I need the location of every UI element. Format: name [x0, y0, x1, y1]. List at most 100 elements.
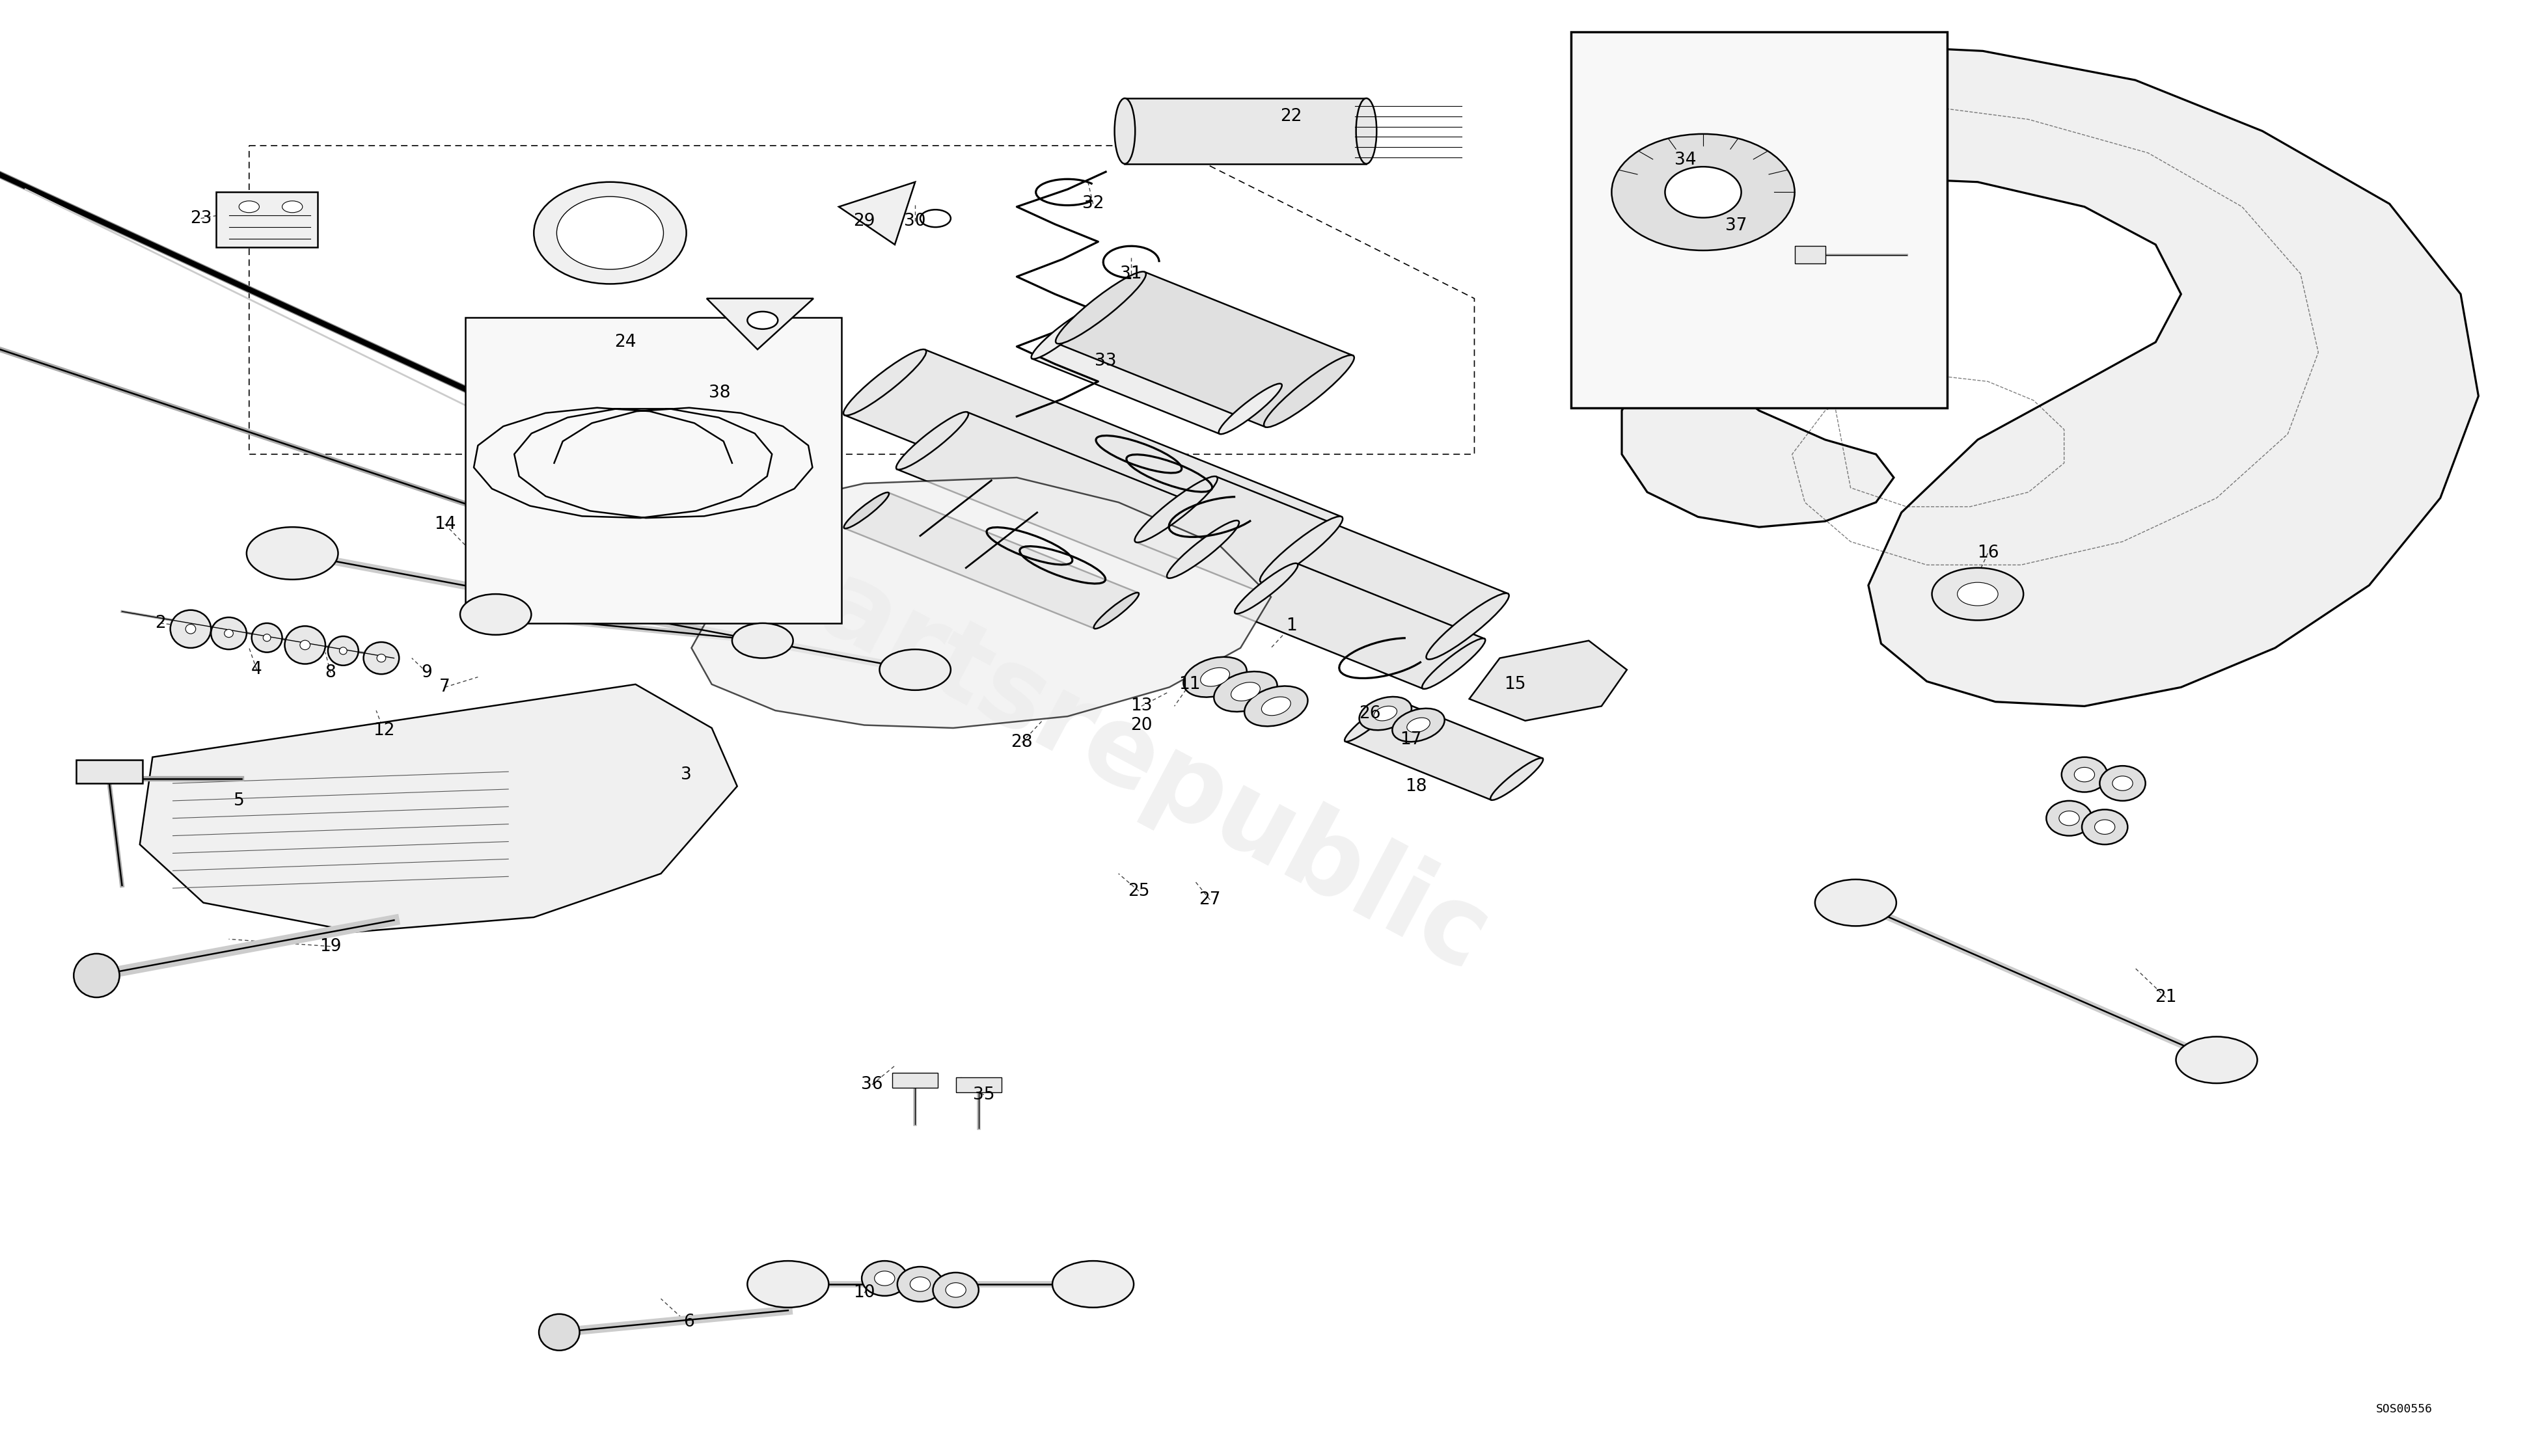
- Circle shape: [1957, 582, 1998, 606]
- Text: 20: 20: [1131, 716, 1152, 734]
- Ellipse shape: [2062, 757, 2107, 792]
- Text: 13: 13: [1131, 697, 1152, 715]
- Ellipse shape: [874, 1271, 895, 1286]
- Text: 14: 14: [435, 515, 455, 533]
- Ellipse shape: [1421, 638, 1485, 689]
- Ellipse shape: [376, 654, 386, 662]
- Text: 35: 35: [974, 1086, 994, 1104]
- Ellipse shape: [1215, 671, 1276, 712]
- FancyBboxPatch shape: [216, 192, 318, 248]
- Text: 9: 9: [422, 664, 432, 681]
- Text: 5: 5: [234, 792, 244, 810]
- Ellipse shape: [1167, 520, 1238, 578]
- Polygon shape: [1469, 641, 1627, 721]
- Circle shape: [880, 649, 951, 690]
- Ellipse shape: [2074, 767, 2095, 782]
- Ellipse shape: [170, 610, 211, 648]
- Text: 4: 4: [252, 661, 262, 678]
- Ellipse shape: [224, 629, 234, 638]
- Ellipse shape: [252, 623, 282, 652]
- Polygon shape: [897, 412, 1238, 578]
- Text: 30: 30: [905, 213, 925, 230]
- Polygon shape: [844, 492, 1139, 629]
- Ellipse shape: [1134, 476, 1218, 543]
- Ellipse shape: [1230, 683, 1261, 700]
- Ellipse shape: [1263, 355, 1355, 427]
- Text: 26: 26: [1360, 705, 1380, 722]
- Ellipse shape: [2059, 811, 2079, 826]
- Ellipse shape: [1355, 99, 1378, 163]
- Ellipse shape: [328, 636, 358, 665]
- Text: partsrepublic: partsrepublic: [732, 518, 1505, 996]
- Circle shape: [460, 594, 531, 635]
- Polygon shape: [140, 684, 737, 932]
- Ellipse shape: [1093, 593, 1139, 629]
- Text: 24: 24: [615, 333, 636, 351]
- Text: 38: 38: [709, 384, 730, 402]
- Text: 6: 6: [684, 1313, 694, 1331]
- Ellipse shape: [534, 182, 686, 284]
- Polygon shape: [1345, 700, 1543, 799]
- Circle shape: [1932, 568, 2023, 620]
- Ellipse shape: [2112, 776, 2133, 791]
- Text: 10: 10: [854, 1284, 874, 1302]
- Ellipse shape: [211, 617, 247, 649]
- Text: 23: 23: [191, 210, 211, 227]
- Text: 18: 18: [1406, 778, 1426, 795]
- Ellipse shape: [1218, 383, 1281, 434]
- Polygon shape: [1124, 99, 1368, 163]
- Text: 31: 31: [1121, 265, 1141, 282]
- Polygon shape: [691, 478, 1271, 728]
- Circle shape: [239, 201, 259, 213]
- Ellipse shape: [946, 1283, 966, 1297]
- Text: 17: 17: [1401, 731, 1421, 748]
- Ellipse shape: [364, 642, 399, 674]
- Ellipse shape: [933, 1273, 979, 1307]
- Ellipse shape: [2100, 766, 2145, 801]
- Text: 33: 33: [1096, 352, 1116, 370]
- Ellipse shape: [1665, 167, 1741, 217]
- Ellipse shape: [539, 1313, 580, 1351]
- Bar: [892, 1073, 938, 1088]
- Polygon shape: [844, 349, 1342, 582]
- Ellipse shape: [1360, 697, 1411, 729]
- Text: 25: 25: [1129, 882, 1149, 900]
- Circle shape: [1815, 879, 1896, 926]
- Text: 32: 32: [1083, 195, 1103, 213]
- Ellipse shape: [1406, 718, 1431, 732]
- Ellipse shape: [1612, 134, 1795, 250]
- Ellipse shape: [300, 641, 310, 649]
- Polygon shape: [1622, 44, 2478, 706]
- Text: 22: 22: [1281, 108, 1302, 125]
- Circle shape: [732, 623, 793, 658]
- Ellipse shape: [910, 1277, 930, 1291]
- Text: 15: 15: [1505, 676, 1525, 693]
- Ellipse shape: [1032, 309, 1096, 360]
- Ellipse shape: [1490, 759, 1543, 801]
- Ellipse shape: [1055, 272, 1146, 344]
- Text: 3: 3: [681, 766, 691, 783]
- Ellipse shape: [897, 412, 969, 470]
- Ellipse shape: [1235, 563, 1299, 614]
- Circle shape: [282, 201, 302, 213]
- Bar: [465, 317, 841, 623]
- Text: 8: 8: [325, 664, 336, 681]
- Text: 12: 12: [374, 722, 394, 740]
- Text: 11: 11: [1179, 676, 1200, 693]
- Ellipse shape: [1113, 99, 1136, 163]
- Text: 7: 7: [440, 678, 450, 696]
- Ellipse shape: [1261, 697, 1291, 715]
- Ellipse shape: [2046, 801, 2092, 836]
- Ellipse shape: [341, 646, 348, 655]
- Ellipse shape: [1426, 593, 1510, 660]
- Ellipse shape: [264, 635, 272, 641]
- Ellipse shape: [844, 492, 890, 529]
- Text: 34: 34: [1675, 151, 1696, 169]
- Polygon shape: [839, 182, 915, 245]
- Circle shape: [747, 312, 778, 329]
- Ellipse shape: [557, 197, 663, 269]
- Polygon shape: [1136, 476, 1507, 660]
- Text: 16: 16: [1978, 545, 1998, 562]
- Text: SOS00556: SOS00556: [2377, 1404, 2433, 1415]
- Text: 36: 36: [862, 1076, 882, 1093]
